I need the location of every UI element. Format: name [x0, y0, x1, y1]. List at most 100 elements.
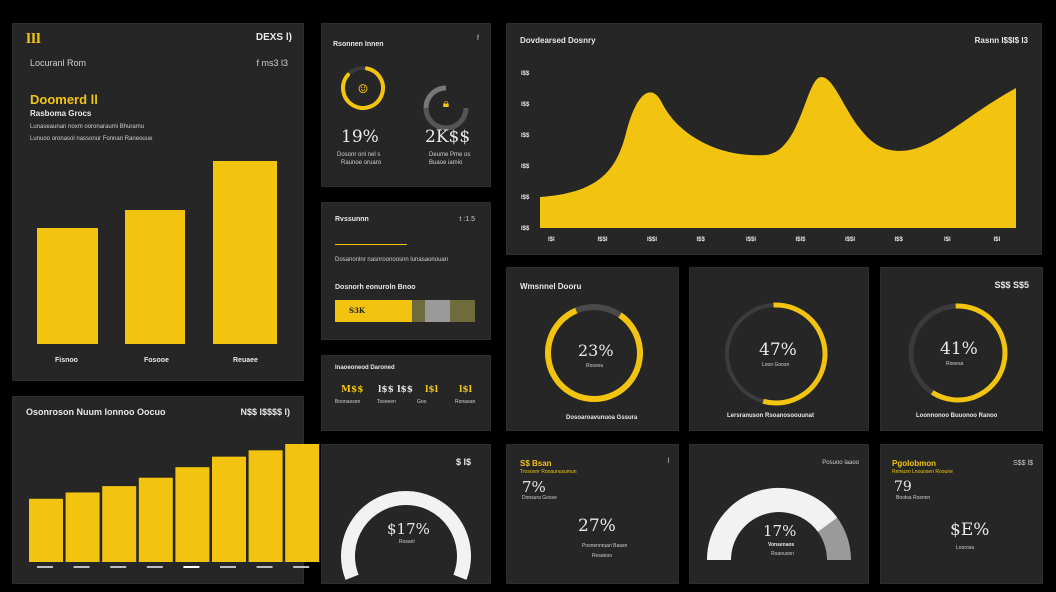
growth-x-tick	[220, 566, 236, 568]
stat-d-title: Pgolobmon	[892, 459, 936, 468]
ring-2-panel: 47% Loon Goosn Lersranuson Rsoanosoouuna…	[689, 267, 869, 431]
area-y-tick: l$$	[521, 133, 530, 139]
panel-b-title: Rsonnen Innen	[333, 41, 384, 48]
stat-b-corner: l	[667, 458, 669, 465]
svg-text:🔒︎: 🔒︎	[443, 96, 449, 110]
area-y-tick: l$$	[521, 102, 530, 108]
stat-1-value: M$$	[341, 385, 364, 395]
stat-d-panel: Pgolobmon Rnmusn Lnouosen Rooune S$$ l$ …	[880, 444, 1043, 584]
ring-2-svg	[725, 302, 828, 406]
area-y-tick: l$$	[521, 164, 530, 170]
stat-b-panel: S$ Bsan Trosonnr Rooaunusumun l 7% Donsu…	[506, 444, 679, 584]
progress-underline	[335, 244, 407, 245]
area-x-tick: l$$l	[845, 237, 856, 243]
svg-text:☺: ☺	[358, 82, 369, 96]
gauge-a-caption: Rosanl	[399, 539, 415, 545]
gauge-c-corner: Posuoo laaoo	[822, 460, 859, 466]
mini-gauge-1-value: 19%	[341, 127, 379, 147]
gauge-c-panel: Posuoo laaoo 17% Vonsenaos Roaouosn	[689, 444, 869, 584]
area-x-tick: l$$l	[647, 237, 658, 243]
bar-2	[125, 210, 185, 344]
mini-gauge-ring: ☺ 🔒︎	[341, 66, 469, 131]
growth-bar	[248, 450, 283, 562]
bar-label-1: Fisnoo	[55, 357, 78, 364]
stat-2-caption: Toseeen	[377, 399, 396, 405]
gauge-a-panel: $ l$ $17% Rosanl	[321, 444, 491, 584]
stat-4-caption: Ronaean	[455, 399, 476, 405]
stat-b-caption-1: Donsura Gosse	[522, 495, 557, 501]
growth-x-tick	[293, 566, 310, 568]
growth-bar	[175, 467, 210, 562]
progress-value: S3K	[349, 306, 366, 315]
area-x-tick: l$l	[993, 237, 1001, 243]
growth-chart-title: Osonroson Nuum Ionnoo Oocuo	[26, 407, 166, 417]
stat-d-corner: S$$ l$	[1013, 460, 1033, 467]
bar-label-2: Fosooe	[144, 357, 169, 364]
ring-3-svg	[908, 303, 1008, 403]
progress-panel: Rvssunnn t :1.5 Dosanonlnr nasnroonoosnn…	[321, 202, 491, 340]
area-x-tick: l$l	[548, 237, 555, 243]
ring-3-value: 41%	[940, 339, 978, 359]
gauge-a-value: $17%	[387, 520, 430, 538]
area-y-tick: l$$	[521, 71, 530, 77]
growth-chart-panel: Osonroson Nuum Ionnoo Oocuo N$$ l$$$$ l)	[12, 396, 320, 584]
panel-b-corner: f	[477, 35, 479, 42]
area-x-tick: l$$l	[746, 237, 757, 243]
progress-corner: t :1.5	[459, 216, 475, 223]
area-y-tick: l$$	[521, 195, 530, 201]
gauge-a-corner: $ l$	[455, 457, 471, 467]
bar-label-3: Reuaee	[233, 357, 258, 364]
growth-chart-right: N$$ l$$$$ l)	[240, 407, 290, 417]
ring-3-corner: S$$ S$5	[994, 280, 1029, 290]
mini-gauge-2-caption-a: Deume Pme os	[429, 152, 471, 158]
ring-3-caption: Ronesa	[946, 361, 964, 367]
area-x-tick: l$l$	[795, 237, 806, 243]
gauge-a-svg	[341, 491, 471, 580]
growth-chart-svg	[29, 444, 320, 568]
app-logo: lll	[26, 32, 41, 47]
stat-3-value: l$l	[425, 385, 439, 395]
mini-gauge-1-caption-b: Raunoe oruaro	[341, 160, 382, 166]
panel-a-subtitle: Locuranl Rom	[30, 58, 87, 68]
progress-gray-segment	[425, 300, 450, 322]
panel-a-subheading: Rasboma Grocs	[30, 109, 92, 118]
stat-d-value-2: $E%	[950, 520, 990, 540]
area-chart-title: Dovdearsed Dosnry	[520, 36, 596, 45]
growth-bar	[285, 444, 320, 562]
growth-bar	[138, 477, 173, 562]
area-x-tick: l$$	[894, 237, 903, 243]
panel-a-text-2: Lunuoo oronasol nassonur Fonnan Raneouue	[30, 136, 153, 142]
ring-2-value: 47%	[759, 340, 797, 360]
progress-title: Rvssunnn	[335, 216, 369, 223]
gauge-c-caption-2: Roaouosn	[771, 551, 794, 557]
stat-b-caption-2b: Resanoo	[592, 553, 613, 559]
area-x-tick: l$$	[696, 237, 705, 243]
stat-3-caption: Goo	[417, 399, 427, 405]
ring-2-footer: Lersranuson Rsoanosoouunat	[727, 413, 815, 419]
gauge-c-value: 17%	[763, 522, 797, 540]
ring-1-title: Wmsnnel Dooru	[520, 282, 582, 291]
stat-b-value-1: 7%	[522, 478, 546, 496]
panel-a-sub-right: f ms3 l3	[256, 58, 288, 68]
mini-gauge-2-caption-b: Buaoe iamio	[429, 160, 463, 166]
stat-d-sub: Rnmusn Lnouosen Rooune	[892, 469, 953, 475]
ring-2-caption: Loon Goosn	[762, 362, 790, 368]
mini-gauge-1-caption-a: Dosonr onl nel s	[337, 152, 381, 158]
stat-b-value-2: 27%	[578, 516, 616, 536]
ring-1-caption: Rosoou	[586, 363, 604, 369]
growth-bar	[212, 456, 246, 562]
area-y-tick: l$$	[521, 226, 530, 232]
gauge-c-svg	[707, 488, 851, 561]
panel-a-top-right: DEXS l)	[255, 32, 292, 43]
mini-gauges-panel: Rsonnen Innen f ☺ 🔒︎ 19% 2K$$ Dosonr onl…	[321, 23, 491, 187]
ring-1-panel: Wmsnnel Dooru 23% Rosoou Dosoaroavunuoa …	[506, 267, 679, 431]
area-chart-right: Rasnn l$$l$ l3	[974, 36, 1028, 45]
stat-1-caption: Boonaesen	[335, 399, 361, 405]
growth-bar	[29, 498, 63, 562]
panel-a-heading: Doomerd ll	[30, 92, 98, 107]
ring-1-svg	[545, 304, 643, 402]
ring-3-panel: S$$ S$5 41% Ronesa Loonnonoo Buuonoo Ran…	[880, 267, 1043, 431]
growth-x-tick	[256, 566, 273, 568]
growth-x-tick	[183, 566, 200, 568]
growth-x-tick	[146, 566, 163, 568]
